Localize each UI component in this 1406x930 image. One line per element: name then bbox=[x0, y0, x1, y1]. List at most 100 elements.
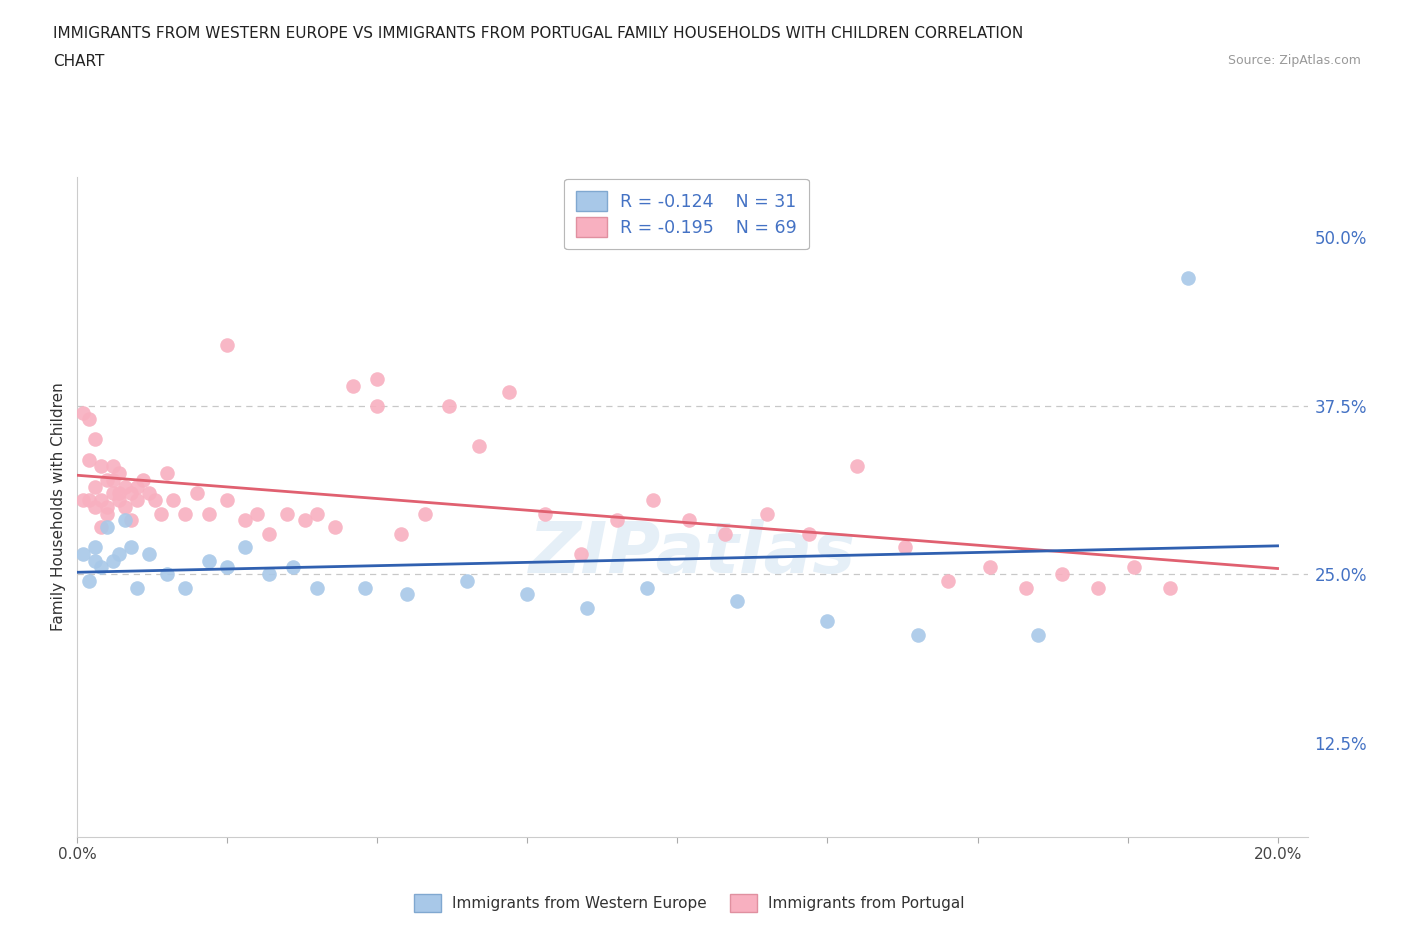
Point bbox=[120, 539, 142, 554]
Point bbox=[396, 587, 419, 602]
Point bbox=[96, 472, 118, 487]
Point bbox=[90, 493, 112, 508]
Point bbox=[143, 493, 166, 508]
Point bbox=[108, 493, 131, 508]
Point bbox=[1159, 580, 1181, 595]
Point bbox=[90, 560, 112, 575]
Point bbox=[174, 506, 197, 521]
Point bbox=[415, 506, 437, 521]
Point bbox=[90, 520, 112, 535]
Point bbox=[576, 601, 599, 616]
Y-axis label: Family Households with Children: Family Households with Children bbox=[51, 382, 66, 631]
Point bbox=[120, 486, 142, 501]
Point bbox=[79, 493, 101, 508]
Point bbox=[1050, 566, 1073, 581]
Point bbox=[342, 379, 364, 393]
Point bbox=[90, 459, 112, 474]
Point bbox=[127, 493, 149, 508]
Point bbox=[103, 486, 125, 501]
Point bbox=[643, 493, 665, 508]
Text: IMMIGRANTS FROM WESTERN EUROPE VS IMMIGRANTS FROM PORTUGAL FAMILY HOUSEHOLDS WIT: IMMIGRANTS FROM WESTERN EUROPE VS IMMIGR… bbox=[53, 26, 1024, 41]
Point bbox=[114, 479, 136, 494]
Point bbox=[366, 398, 388, 413]
Point bbox=[534, 506, 557, 521]
Point bbox=[217, 560, 239, 575]
Point bbox=[817, 614, 839, 629]
Point bbox=[84, 432, 107, 447]
Point bbox=[103, 459, 125, 474]
Point bbox=[235, 512, 257, 527]
Text: Source: ZipAtlas.com: Source: ZipAtlas.com bbox=[1227, 54, 1361, 67]
Point bbox=[114, 512, 136, 527]
Point bbox=[150, 506, 173, 521]
Point bbox=[846, 459, 869, 474]
Point bbox=[132, 472, 155, 487]
Point bbox=[516, 587, 538, 602]
Point bbox=[96, 520, 118, 535]
Point bbox=[138, 486, 160, 501]
Point bbox=[114, 499, 136, 514]
Point bbox=[307, 506, 329, 521]
Point bbox=[72, 547, 94, 562]
Point bbox=[127, 580, 149, 595]
Point bbox=[217, 338, 239, 352]
Point bbox=[84, 553, 107, 568]
Point bbox=[79, 574, 101, 589]
Point bbox=[456, 574, 478, 589]
Point bbox=[439, 398, 461, 413]
Point bbox=[714, 526, 737, 541]
Text: ZIPatlas: ZIPatlas bbox=[529, 519, 856, 588]
Point bbox=[468, 439, 491, 454]
Point bbox=[894, 539, 917, 554]
Point bbox=[1177, 271, 1199, 286]
Point bbox=[283, 560, 305, 575]
Point bbox=[979, 560, 1001, 575]
Point bbox=[1014, 580, 1036, 595]
Point bbox=[156, 466, 179, 481]
Point bbox=[84, 539, 107, 554]
Point bbox=[235, 539, 257, 554]
Legend: R = -0.124    N = 31, R = -0.195    N = 69: R = -0.124 N = 31, R = -0.195 N = 69 bbox=[564, 179, 808, 249]
Point bbox=[108, 547, 131, 562]
Point bbox=[156, 566, 179, 581]
Point bbox=[907, 628, 929, 643]
Point bbox=[96, 499, 118, 514]
Point bbox=[276, 506, 298, 521]
Point bbox=[756, 506, 779, 521]
Point bbox=[108, 466, 131, 481]
Legend: Immigrants from Western Europe, Immigrants from Portugal: Immigrants from Western Europe, Immigran… bbox=[408, 888, 970, 918]
Point bbox=[96, 506, 118, 521]
Point bbox=[103, 553, 125, 568]
Point bbox=[1026, 628, 1049, 643]
Point bbox=[138, 547, 160, 562]
Point bbox=[678, 512, 700, 527]
Point bbox=[727, 593, 749, 608]
Point bbox=[174, 580, 197, 595]
Point bbox=[606, 512, 628, 527]
Point bbox=[79, 452, 101, 467]
Point bbox=[354, 580, 377, 595]
Point bbox=[84, 499, 107, 514]
Point bbox=[799, 526, 821, 541]
Point bbox=[162, 493, 184, 508]
Point bbox=[294, 512, 316, 527]
Point bbox=[217, 493, 239, 508]
Point bbox=[1087, 580, 1109, 595]
Point bbox=[1122, 560, 1144, 575]
Point bbox=[72, 493, 94, 508]
Point bbox=[498, 385, 520, 400]
Point bbox=[636, 580, 658, 595]
Point bbox=[198, 553, 221, 568]
Point bbox=[571, 547, 593, 562]
Point bbox=[246, 506, 269, 521]
Point bbox=[127, 479, 149, 494]
Point bbox=[108, 486, 131, 501]
Point bbox=[259, 526, 281, 541]
Point bbox=[186, 486, 208, 501]
Point bbox=[366, 371, 388, 386]
Point bbox=[389, 526, 412, 541]
Point bbox=[103, 472, 125, 487]
Point bbox=[84, 479, 107, 494]
Point bbox=[936, 574, 959, 589]
Point bbox=[325, 520, 347, 535]
